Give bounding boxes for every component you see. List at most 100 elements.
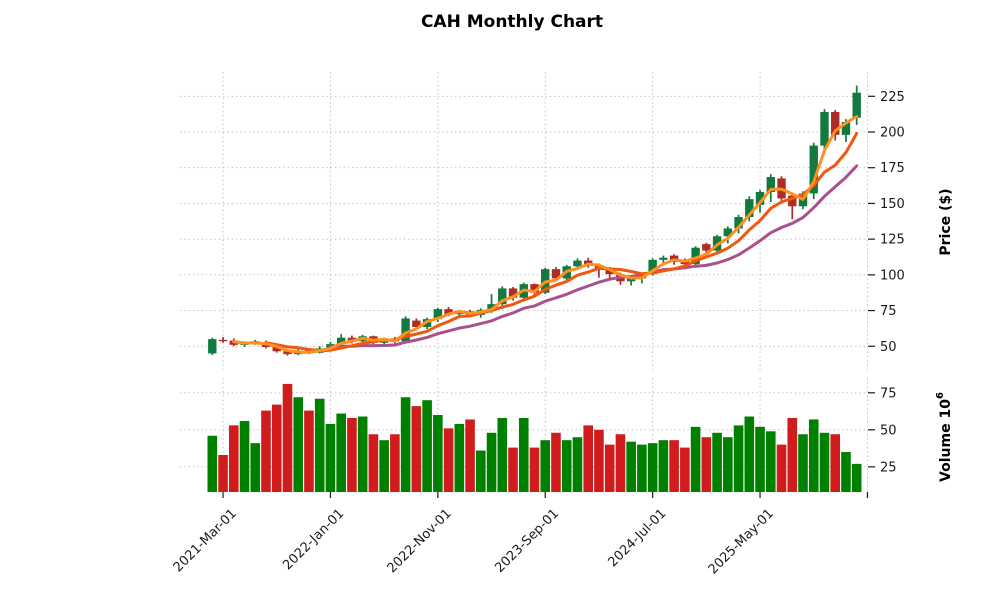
volume-bar	[701, 437, 712, 492]
volume-bar	[293, 397, 304, 492]
candle-body	[626, 278, 636, 282]
volume-bar	[808, 419, 819, 492]
candle-body	[734, 217, 743, 229]
volume-bar	[604, 444, 615, 492]
volume-bar	[508, 447, 518, 492]
candle-body	[659, 257, 668, 260]
volume-bar	[433, 415, 443, 492]
volume-bar	[486, 432, 497, 492]
chart-title: CAH Monthly Chart	[421, 12, 603, 32]
volume-bar	[443, 428, 454, 492]
x-tick-label: 2022-Nov-01	[385, 506, 455, 576]
candle-body	[412, 320, 421, 327]
x-tick-label: 2022-Jan-01	[280, 506, 347, 573]
ma-line-3	[232, 115, 859, 354]
candle-body	[444, 309, 453, 315]
volume-bar	[540, 440, 551, 492]
volume-bar	[626, 441, 636, 492]
volume-bar	[830, 434, 841, 492]
volume-bar	[658, 440, 669, 492]
volume-bar	[798, 434, 808, 492]
volume-bar	[347, 417, 357, 492]
volume-bar	[647, 443, 658, 492]
price-tick-label: 175	[880, 161, 905, 176]
candle-body	[831, 112, 840, 135]
candle-body	[208, 339, 217, 354]
volume-bar	[765, 431, 776, 492]
price-tick-label: 100	[880, 268, 905, 283]
candle-body	[498, 288, 507, 305]
candle-body	[605, 269, 614, 275]
volume-bar	[561, 440, 572, 492]
price-tick-label: 150	[880, 197, 905, 212]
candle-body	[508, 288, 518, 298]
price-tick-label: 75	[880, 304, 897, 319]
x-tick-label: 2023-Sep-01	[492, 506, 562, 576]
volume-bar	[368, 434, 379, 492]
volume-bar	[851, 463, 862, 492]
volume-bar	[744, 416, 755, 492]
volume-bar	[518, 417, 529, 492]
candle-body	[433, 309, 443, 320]
volume-bar	[841, 452, 851, 492]
volume-bar	[615, 434, 626, 492]
candle-body	[852, 92, 861, 118]
candle-body	[648, 259, 657, 275]
volume-bar	[282, 383, 293, 492]
volume-bar	[218, 454, 228, 492]
volume-bar	[723, 437, 733, 492]
candle-body	[745, 199, 754, 217]
candle-body	[702, 244, 711, 251]
volume-bar	[680, 447, 690, 492]
volume-bar	[314, 398, 325, 492]
volume-bar	[411, 406, 422, 492]
volume-bar	[422, 400, 432, 492]
volume-bars-group	[207, 383, 862, 492]
candle-body	[820, 112, 829, 146]
price-tick-label: 200	[880, 126, 905, 141]
tick-marks-and-labels: 50 75 100 125 150 175 200 225 25 50 75 2021-Mar-01 2…	[171, 90, 905, 578]
volume-bar	[379, 440, 389, 492]
candle-body	[551, 269, 561, 279]
volume-bar	[733, 425, 744, 492]
candle-body	[336, 337, 346, 345]
candle-body	[691, 247, 700, 265]
volume-bar	[690, 426, 701, 492]
volume-bar	[637, 444, 647, 492]
price-tick-label: 125	[880, 233, 905, 248]
candle-body	[401, 318, 410, 342]
volume-bar	[669, 440, 679, 492]
candle-body	[283, 351, 292, 355]
price-axis-label: Price ($)	[938, 188, 954, 255]
volume-bar	[228, 425, 239, 492]
volume-bar	[239, 420, 250, 492]
volume-tick-label: 75	[880, 386, 897, 401]
candle-body	[755, 192, 765, 205]
volume-bar	[776, 444, 787, 492]
x-tick-label: 2024-Jul-01	[606, 506, 670, 570]
volume-bar	[390, 434, 400, 492]
candles-group	[208, 85, 861, 356]
volume-axis-label-exponent: 6	[935, 392, 946, 399]
volume-bar	[594, 429, 604, 492]
ma-line-12	[328, 164, 859, 348]
volume-bar	[336, 413, 346, 492]
volume-bar	[755, 426, 765, 492]
price-tick-label: 50	[880, 340, 897, 355]
candle-body	[809, 145, 818, 194]
price-tick-label: 225	[880, 90, 905, 105]
volume-bar	[497, 417, 508, 492]
volume-bar	[465, 419, 475, 492]
candle-body	[573, 260, 582, 267]
volume-bar	[261, 410, 271, 492]
volume-bar	[787, 417, 798, 492]
volume-bar	[583, 425, 593, 492]
volume-bar	[454, 423, 465, 492]
volume-bar	[250, 443, 261, 492]
ma-line-6	[264, 131, 859, 353]
volume-bar	[572, 437, 583, 492]
volume-tick-label: 25	[880, 460, 897, 475]
volume-bar	[529, 447, 540, 492]
